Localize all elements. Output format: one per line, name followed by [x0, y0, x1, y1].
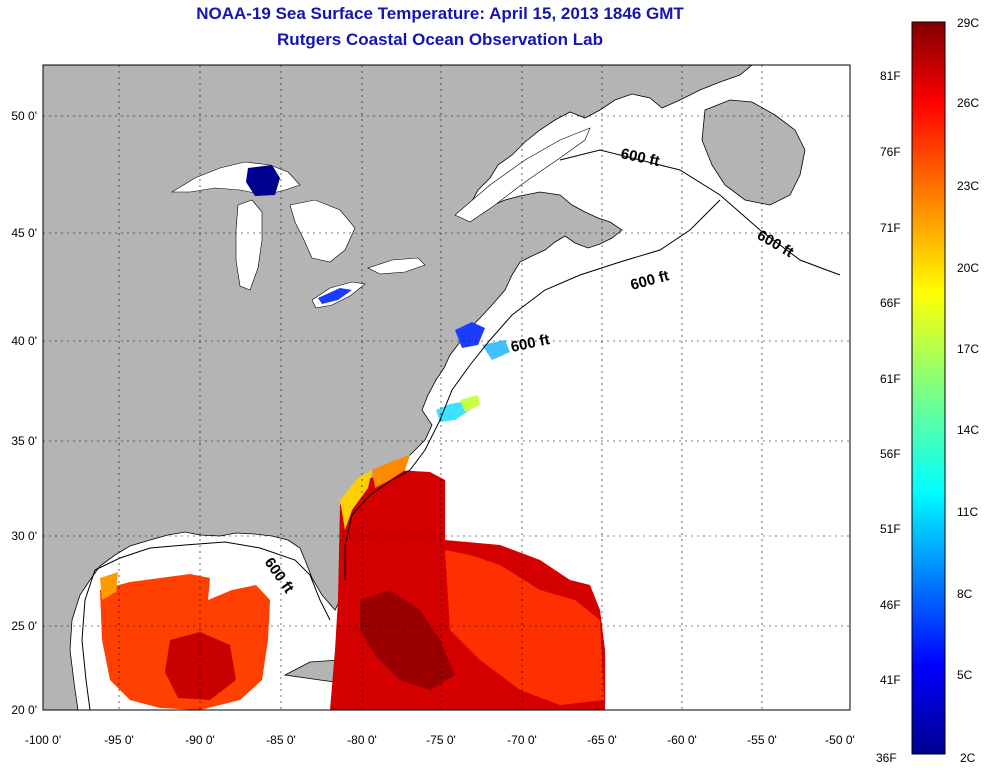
graticule — [43, 65, 850, 710]
sst-hatteras-warm — [460, 395, 480, 412]
colorbar-fahrenheit-labels: 81F 76F 71F 66F 61F 56F 51F 46F 41F 36F — [876, 69, 901, 765]
sst-midatlantic-cold — [455, 322, 485, 348]
depth-contour-600ft — [81, 149, 841, 710]
colorbar-label-c: 11C — [957, 505, 978, 519]
sst-carolina-warm — [372, 455, 410, 488]
colorbar-label-f: 66F — [880, 296, 901, 310]
colorbar-label-f: 56F — [880, 447, 901, 461]
lat-label: 30 0' — [11, 529, 37, 543]
lat-label: 45 0' — [11, 226, 37, 240]
lat-label: 50 0' — [11, 109, 37, 123]
lat-label: 25 0' — [11, 619, 37, 633]
lon-label: -75 0' — [426, 733, 456, 747]
sst-bahamas-dark — [360, 590, 455, 690]
colorbar-label-c: 14C — [957, 423, 979, 437]
colorbar — [911, 21, 946, 755]
map-frame — [42, 64, 851, 711]
colorbar-label-f: 61F — [880, 372, 901, 386]
lon-label: -90 0' — [185, 733, 215, 747]
lon-label: -65 0' — [587, 733, 617, 747]
lon-label: -95 0' — [104, 733, 134, 747]
map-title: NOAA-19 Sea Surface Temperature: April 1… — [196, 4, 684, 23]
colorbar-label-c: 29C — [957, 16, 979, 30]
colorbar-label-c: 23C — [957, 179, 979, 193]
lon-label: -55 0' — [747, 733, 777, 747]
sst-gulf-west-shelf — [100, 572, 118, 600]
lat-label: 20 0' — [11, 703, 37, 717]
colorbar-label-f: 51F — [880, 522, 901, 536]
sst-shelf-cool — [482, 340, 510, 360]
sst-gulf-dark — [165, 632, 236, 700]
st-lawrence — [454, 127, 591, 223]
latitude-axis: 50 0' 45 0' 40 0' 35 0' 30 0' 25 0' 20 0… — [11, 109, 37, 717]
sst-warm-offshore — [445, 550, 604, 705]
lon-label: -60 0' — [667, 733, 697, 747]
colorbar-label-c: 5C — [957, 668, 973, 682]
map-subtitle: Rutgers Coastal Ocean Observation Lab — [277, 30, 603, 49]
lake-michigan — [235, 199, 263, 291]
lake-erie-cold-patch — [318, 288, 352, 304]
land-newfoundland — [701, 99, 806, 206]
lon-label: -85 0' — [266, 733, 296, 747]
sst-carolina-shelf — [340, 470, 372, 530]
colorbar-label-c: 8C — [957, 587, 973, 601]
lat-label: 40 0' — [11, 334, 37, 348]
colorbar-label-f: 76F — [880, 145, 901, 159]
lon-label: -100 0' — [25, 733, 61, 747]
lon-label: -80 0' — [347, 733, 377, 747]
colorbar-label-f: 41F — [880, 673, 901, 687]
lon-label: -50 0' — [825, 733, 855, 747]
colorbar-label-f: 71F — [880, 221, 901, 235]
lake-huron — [289, 199, 356, 263]
colorbar-label-c: 26C — [957, 96, 979, 110]
lake-superior-cold-patch — [246, 165, 280, 196]
longitude-axis: -100 0' -95 0' -90 0' -85 0' -80 0' -75 … — [25, 733, 855, 747]
colorbar-label-f: 36F — [876, 751, 897, 765]
sst-hatteras-cool — [436, 402, 470, 422]
colorbar-label-c: 2C — [960, 751, 976, 765]
colorbar-label-c: 20C — [957, 261, 979, 275]
lake-ontario — [367, 257, 426, 275]
colorbar-label-f: 46F — [880, 598, 901, 612]
lon-label: -70 0' — [507, 733, 537, 747]
colorbar-label-c: 17C — [957, 342, 979, 356]
colorbar-label-f: 81F — [880, 69, 901, 83]
colorbar-celsius-labels: 29C 26C 23C 20C 17C 14C 11C 8C 5C 2C — [957, 16, 979, 765]
lat-label: 35 0' — [11, 434, 37, 448]
